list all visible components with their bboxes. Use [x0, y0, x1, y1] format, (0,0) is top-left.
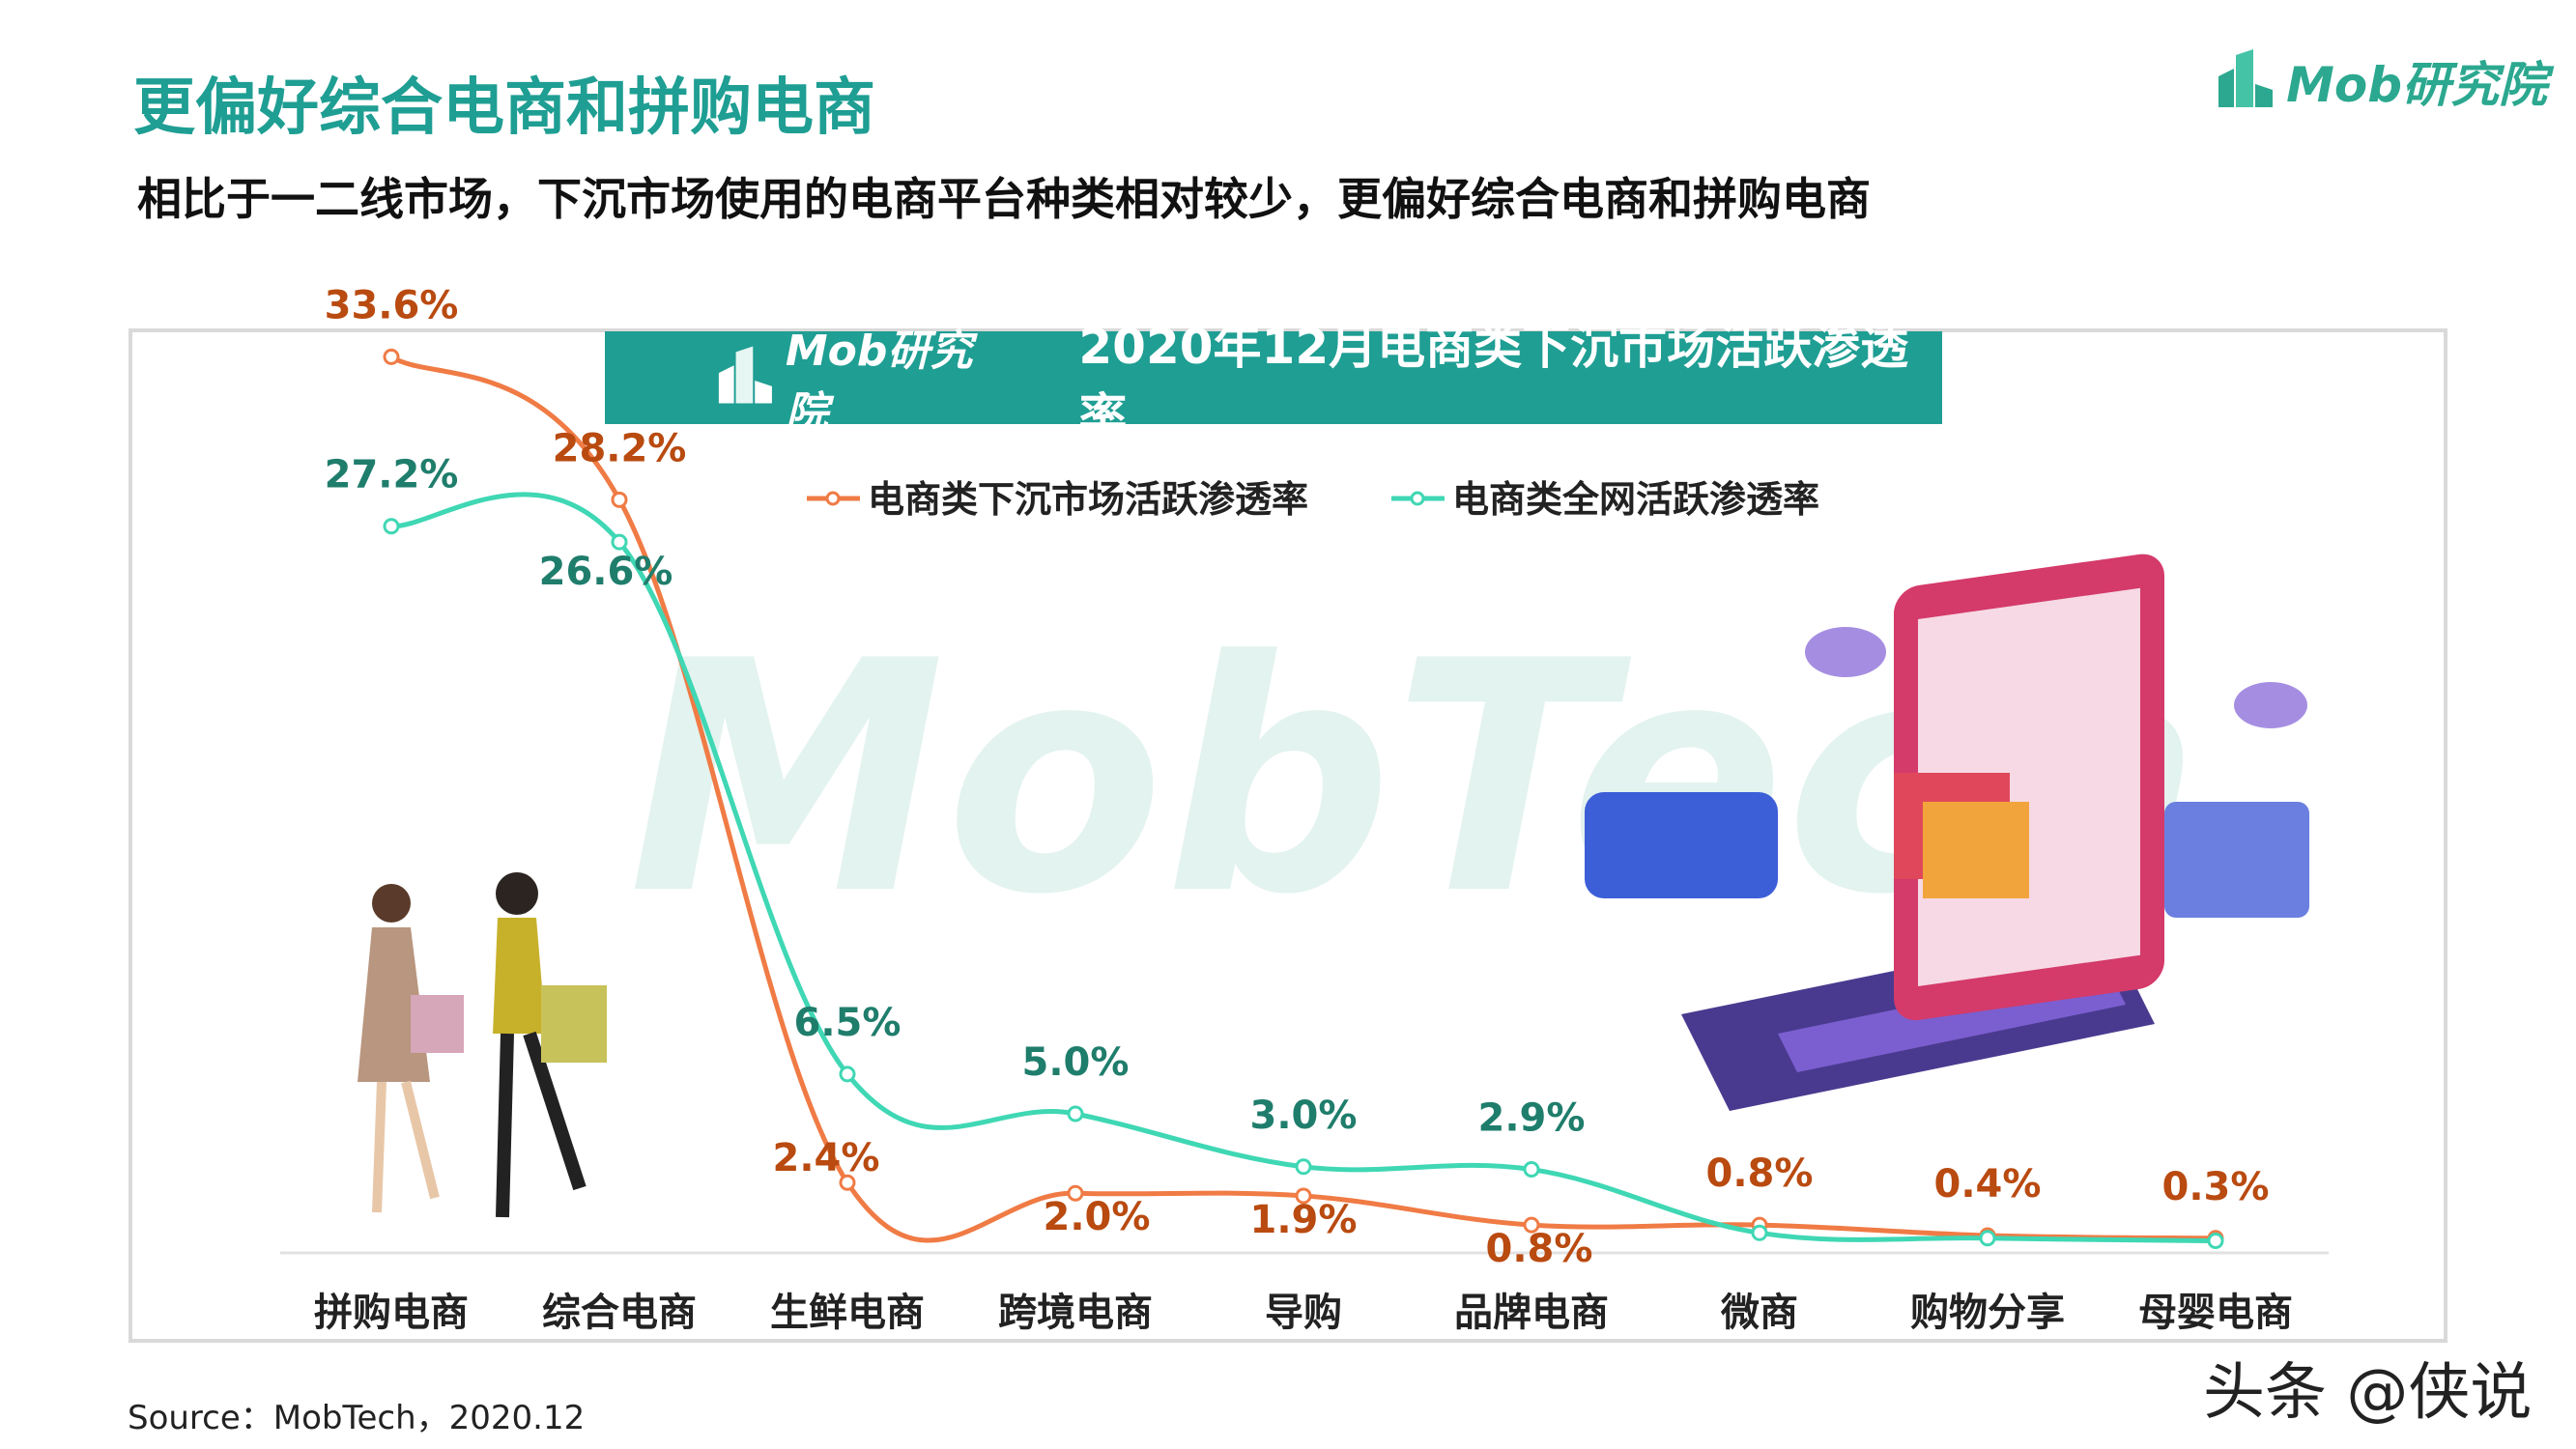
data-point-teal [1295, 1158, 1312, 1176]
data-label-orange: 2.0% [1044, 1195, 1151, 1239]
chart-banner: Mob研究院 2020年12月电商类下沉市场活跃渗透率 [605, 319, 1942, 444]
x-tick-label: 综合电商 [542, 1291, 697, 1335]
data-label-teal: 2.9% [1478, 1096, 1586, 1141]
credit-watermark: 头条 @侠说 [2203, 1357, 2533, 1429]
chart-title: 2020年12月电商类下沉市场活跃渗透率 [1078, 319, 1909, 444]
data-label-teal: 3.0% [1250, 1094, 1358, 1138]
page-title: 更偏好综合电商和拼购电商 [133, 72, 875, 144]
legend-marker-teal [1410, 491, 1425, 506]
data-point-teal [1979, 1230, 1996, 1247]
data-point-orange [1523, 1216, 1540, 1234]
data-labels: 33.6% 28.2% 2.4% 2.0% 1.9% 0.8% 0.8% 0.4% 0.3% 27… [325, 283, 2270, 1271]
data-label-orange: 0.4% [1934, 1162, 2042, 1207]
data-label-teal: 27.2% [325, 453, 459, 497]
data-point-teal [1751, 1224, 1768, 1241]
banner-brand-text: Mob研究院 [785, 327, 973, 438]
page-subtitle: 相比于一二线市场，下沉市场使用的电商平台种类相对较少，更偏好综合电商和拼购电商 [137, 173, 1871, 225]
data-label-orange: 0.3% [2162, 1165, 2270, 1209]
series-line-teal [390, 492, 2217, 1244]
legend-label-teal: 电商类全网活跃渗透率 [1452, 478, 1819, 521]
data-label-orange: 1.9% [1250, 1198, 1358, 1242]
source-note: Source：MobTech，2020.12 [128, 1399, 586, 1437]
data-point-teal [383, 518, 400, 535]
legend-marker-orange [825, 491, 841, 506]
chart-frame [129, 328, 2447, 1343]
x-axis-ticks: 拼购电商 综合电商 生鲜电商 跨境电商 导购 品牌电商 微商 购物分享 母婴电商 [314, 1291, 2293, 1335]
data-point-teal [611, 533, 628, 551]
data-point-orange [611, 491, 628, 508]
data-point-teal [2207, 1233, 2224, 1250]
x-tick-label: 生鲜电商 [770, 1291, 925, 1335]
legend: 电商类下沉市场活跃渗透率 电商类全网活跃渗透率 [807, 478, 1819, 521]
ecommerce-phone-illustration [1585, 554, 2309, 1111]
x-tick-label: 母婴电商 [2138, 1291, 2293, 1335]
shopping-women-illustration [358, 872, 607, 1218]
data-label-orange: 2.4% [773, 1136, 880, 1180]
data-point-orange [1295, 1187, 1312, 1205]
data-label-orange: 0.8% [1706, 1151, 1814, 1196]
data-label-teal: 6.5% [794, 1001, 902, 1045]
legend-item-teal: 电商类全网活跃渗透率 [1391, 478, 1819, 521]
x-tick-label: 微商 [1720, 1291, 1798, 1335]
data-label-teal: 5.0% [1022, 1040, 1130, 1085]
x-tick-label: 跨境电商 [998, 1291, 1153, 1335]
data-point-teal [1067, 1105, 1084, 1122]
data-label-orange: 0.8% [1486, 1227, 1593, 1271]
legend-item-orange: 电商类下沉市场活跃渗透率 [807, 478, 1308, 521]
data-point-orange [383, 348, 400, 365]
data-point-orange [839, 1174, 856, 1191]
data-label-orange: 33.6% [325, 283, 459, 327]
x-tick-label: 导购 [1265, 1291, 1342, 1335]
data-point-orange [1067, 1184, 1084, 1202]
x-tick-label: 拼购电商 [314, 1291, 469, 1335]
series-line-orange [389, 355, 2217, 1243]
brand-text: Mob研究院 [2286, 57, 2547, 113]
data-label-teal: 26.6% [539, 550, 673, 594]
brand-logo: Mob研究院 [2211, 43, 2547, 120]
legend-label-orange: 电商类下沉市场活跃渗透率 [868, 478, 1308, 521]
banner-logo-icon [718, 346, 772, 404]
data-point-teal [1523, 1161, 1540, 1179]
data-points [383, 348, 2224, 1250]
mob-logo-icon [2218, 49, 2274, 107]
x-tick-label: 购物分享 [1910, 1291, 2065, 1335]
data-point-teal [839, 1065, 856, 1083]
x-tick-label: 品牌电商 [1454, 1291, 1609, 1335]
data-label-orange: 28.2% [553, 426, 687, 470]
